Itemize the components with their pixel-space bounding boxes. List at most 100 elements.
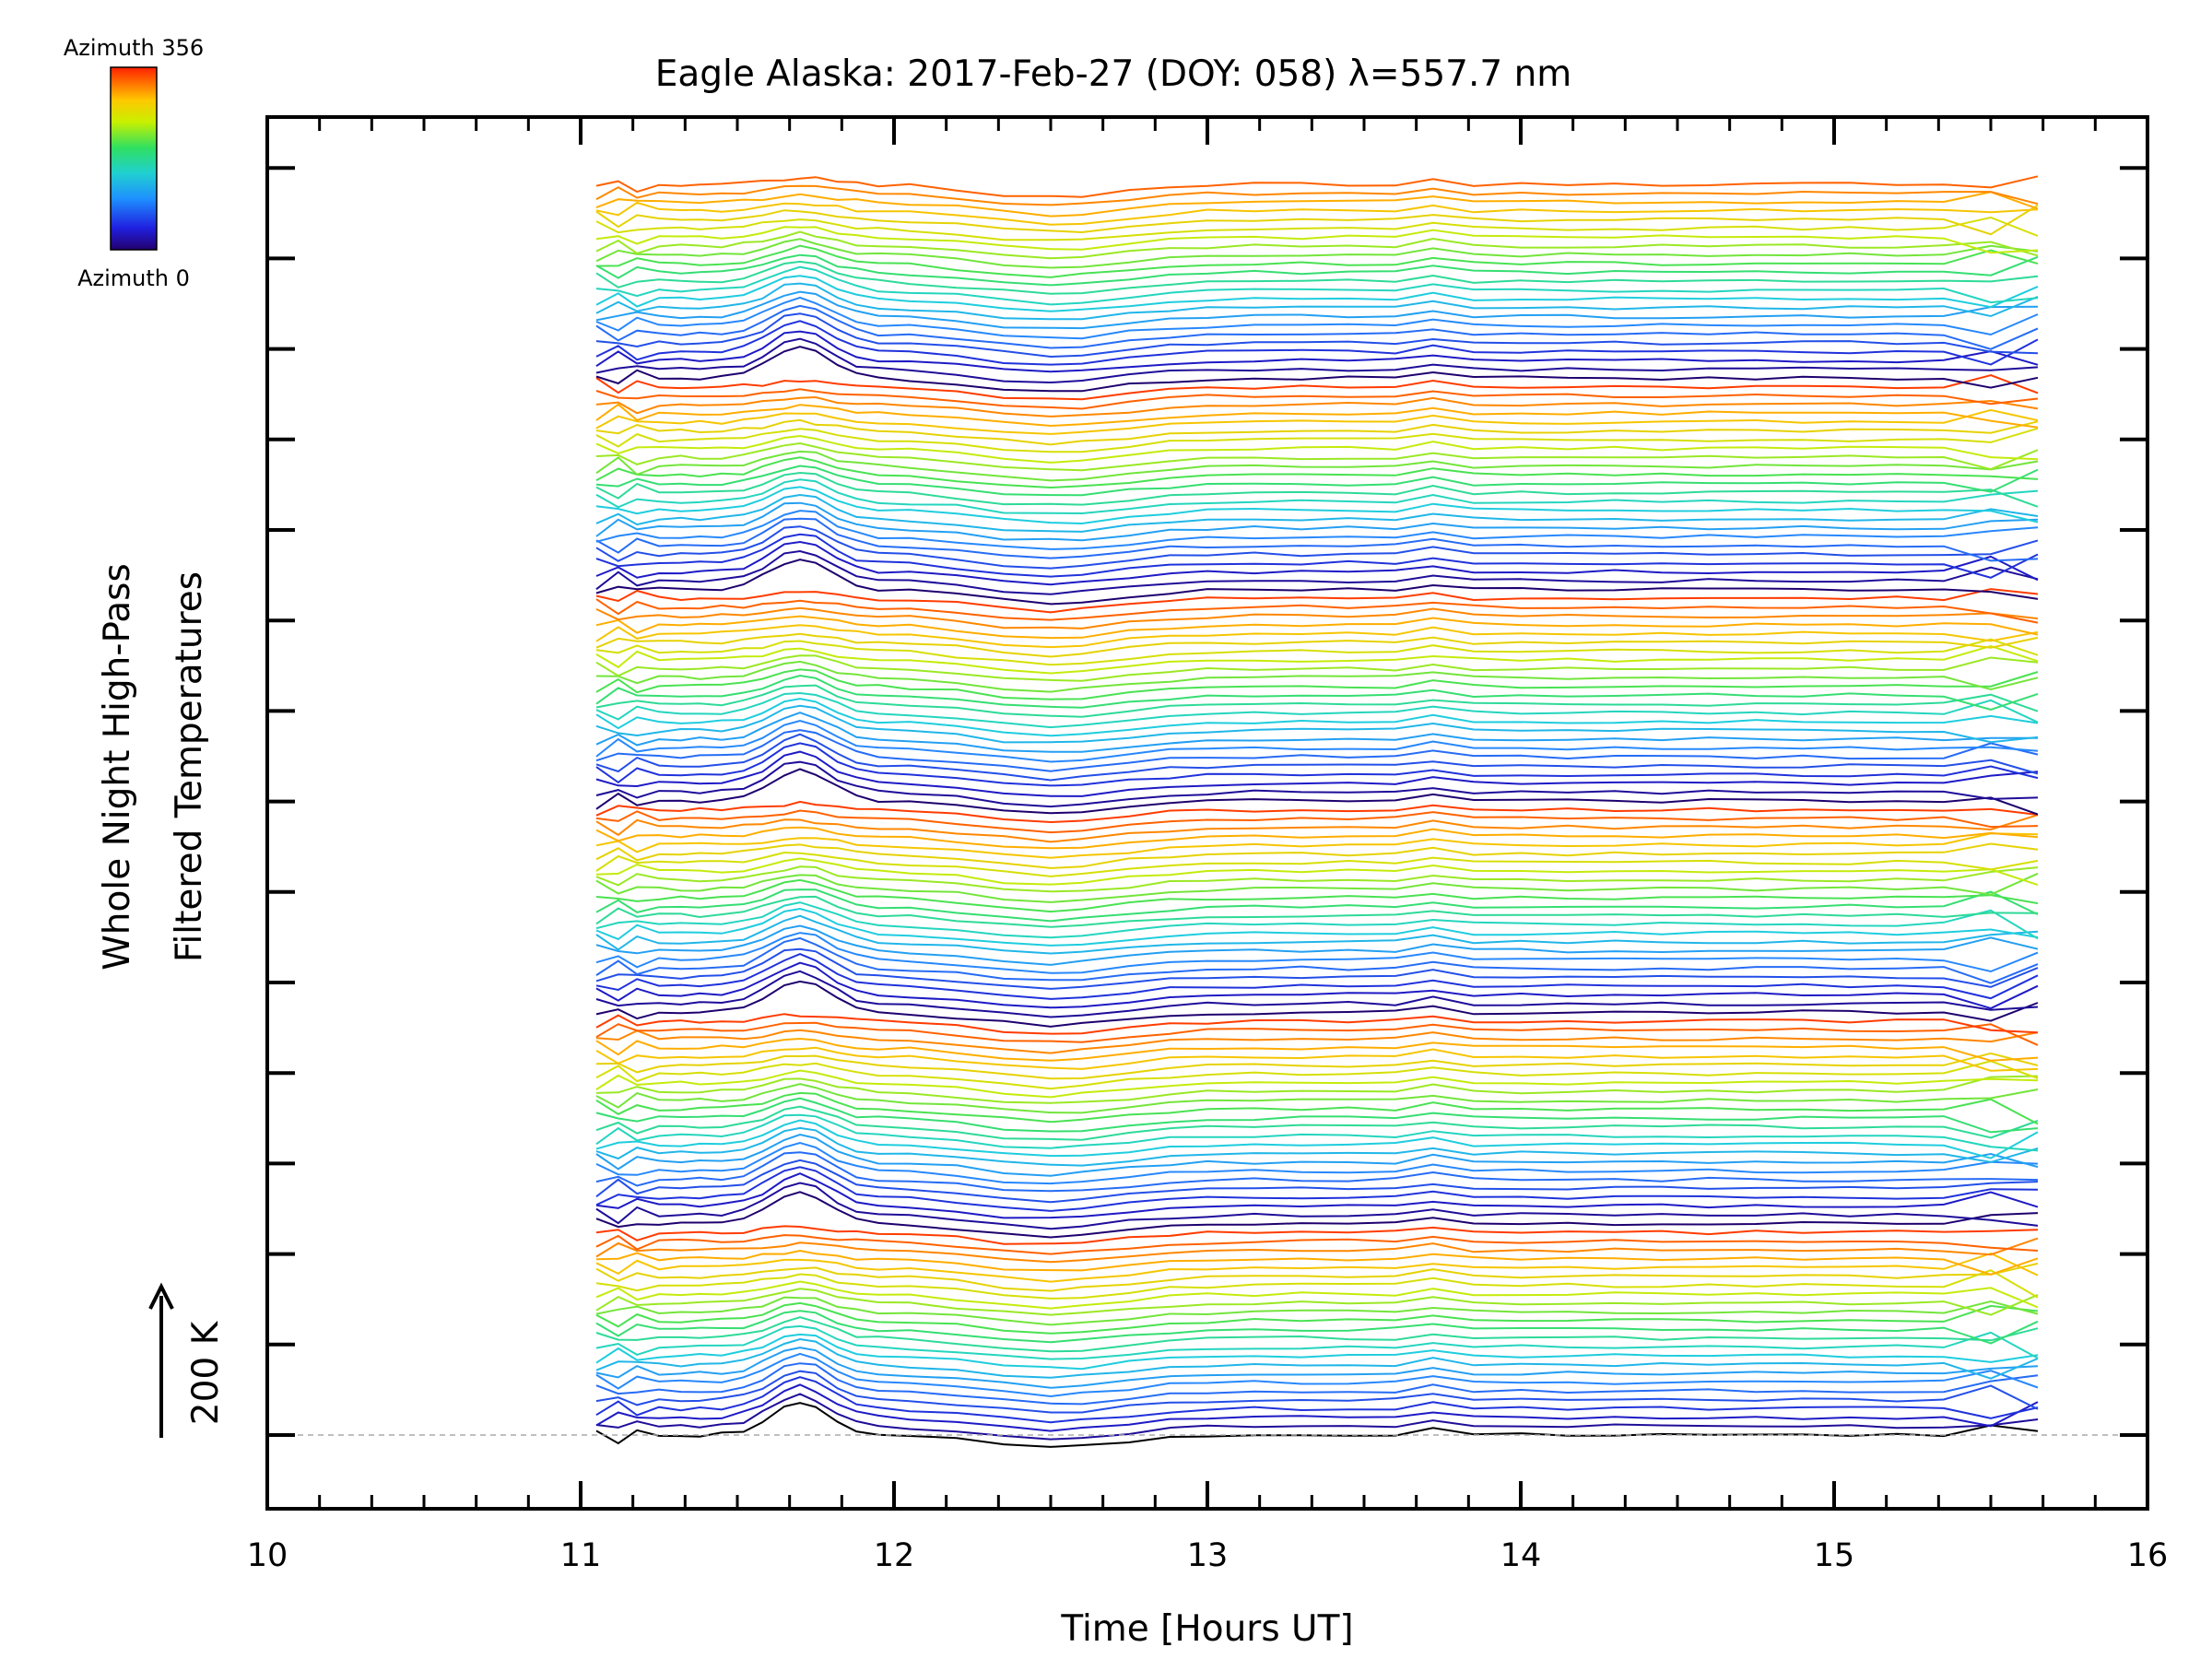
series-line-17 xyxy=(595,1269,2039,1300)
series-line-15 xyxy=(595,1288,2039,1316)
plot-frame xyxy=(265,115,2149,1511)
series-line-54 xyxy=(595,932,2039,974)
series-line-118 xyxy=(595,388,2039,410)
series-line-12 xyxy=(595,1310,2039,1345)
series-line-76 xyxy=(595,733,2039,782)
scale-arrow-head xyxy=(148,1282,174,1310)
series-line-69 xyxy=(595,814,2039,843)
series-line-96 xyxy=(595,559,2039,606)
series-line-55 xyxy=(595,924,2039,966)
series-line-78 xyxy=(595,719,2039,763)
series-line-95 xyxy=(595,588,2039,614)
series-line-102 xyxy=(595,510,2039,550)
x-tick-labels: 10 11 12 13 14 15 16 xyxy=(247,1537,2169,1574)
series-line-42 xyxy=(595,1052,2039,1080)
series-line-125 xyxy=(595,304,2039,350)
series-line-137 xyxy=(595,216,2039,241)
series-line-115 xyxy=(595,408,2039,435)
y-axis-label-line1: Whole Night High-Pass xyxy=(97,563,138,971)
series-line-61 xyxy=(595,878,2039,913)
series-line-46 xyxy=(595,1021,2039,1046)
x-tick-label: 13 xyxy=(1187,1537,1229,1574)
series-line-86 xyxy=(595,660,2039,693)
series-line-136 xyxy=(595,226,2039,254)
series-line-130 xyxy=(595,265,2039,306)
series-line-57 xyxy=(595,907,2039,947)
series-line-122 xyxy=(595,330,2039,373)
series-line-23 xyxy=(595,1225,2039,1245)
series-line-67 xyxy=(595,832,2039,859)
series-line-64 xyxy=(595,857,2039,887)
series-line-77 xyxy=(595,729,2039,772)
series-line-16 xyxy=(595,1280,2039,1310)
series-line-107 xyxy=(595,471,2039,508)
series-line-97 xyxy=(595,549,2039,595)
series-line-142 xyxy=(595,175,2039,198)
series-line-127 xyxy=(595,290,2039,330)
scale-bar: 200 K xyxy=(148,1282,227,1438)
series-line-117 xyxy=(595,395,2039,418)
series-layer xyxy=(595,175,2039,1448)
series-line-25 xyxy=(595,1182,2039,1230)
series-line-60 xyxy=(595,888,2039,923)
series-line-34 xyxy=(595,1113,2039,1152)
series-line-104 xyxy=(595,493,2039,533)
series-line-98 xyxy=(595,540,2039,586)
colorbar-gradient xyxy=(110,66,158,251)
series-line-79 xyxy=(595,712,2039,753)
series-line-132 xyxy=(595,253,2039,287)
x-tick-label: 15 xyxy=(1814,1537,1855,1574)
series-line-87 xyxy=(595,654,2039,682)
series-line-14 xyxy=(595,1296,2039,1326)
series-line-88 xyxy=(595,644,2039,675)
series-line-19 xyxy=(595,1252,2039,1283)
series-line-5 xyxy=(595,1362,2039,1406)
x-tick-label: 11 xyxy=(560,1537,602,1574)
series-line-40 xyxy=(595,1069,2039,1099)
series-line-80 xyxy=(595,704,2039,744)
series-line-74 xyxy=(595,750,2039,797)
series-line-111 xyxy=(595,441,2039,472)
tick-layer xyxy=(265,117,2149,1509)
series-line-22 xyxy=(595,1234,2039,1255)
series-line-43 xyxy=(595,1046,2039,1072)
series-line-62 xyxy=(595,872,2039,903)
series-line-106 xyxy=(595,478,2039,515)
series-line-27 xyxy=(595,1166,2039,1212)
series-line-131 xyxy=(595,260,2039,295)
series-line-10 xyxy=(595,1324,2039,1360)
series-line-29 xyxy=(595,1151,2039,1193)
series-line-49 xyxy=(595,970,2039,1018)
y-axis-label-line2: Filtered Temperatures xyxy=(169,571,210,962)
series-line-120 xyxy=(595,346,2039,393)
series-line-105 xyxy=(595,486,2039,525)
series-line-31 xyxy=(595,1133,2039,1177)
series-line-135 xyxy=(595,230,2039,260)
series-line-113 xyxy=(595,427,2039,453)
series-line-52 xyxy=(595,947,2039,990)
series-line-65 xyxy=(595,851,2039,877)
series-line-56 xyxy=(595,914,2039,955)
x-tick-label: 14 xyxy=(1500,1537,1542,1574)
series-line-90 xyxy=(595,632,2039,658)
series-line-66 xyxy=(595,842,2039,869)
series-line-140 xyxy=(595,191,2039,218)
series-line-45 xyxy=(595,1029,2039,1054)
colorbar: Azimuth 356 Azimuth 0 xyxy=(64,35,204,291)
series-line-121 xyxy=(595,337,2039,384)
series-line-44 xyxy=(595,1037,2039,1062)
series-line-93 xyxy=(595,606,2039,629)
series-line-116 xyxy=(595,403,2039,429)
series-line-70 xyxy=(595,809,2039,834)
series-line-36 xyxy=(595,1097,2039,1134)
series-line-94 xyxy=(595,598,2039,624)
x-axis-label: Time [Hours UT] xyxy=(1060,1608,1353,1650)
series-line-141 xyxy=(595,184,2039,206)
series-line-21 xyxy=(595,1237,2039,1264)
scale-bar-label: 200 K xyxy=(185,1320,227,1425)
series-line-58 xyxy=(595,901,2039,940)
series-line-59 xyxy=(595,895,2039,928)
series-line-71 xyxy=(595,800,2039,824)
series-line-4 xyxy=(595,1370,2039,1414)
